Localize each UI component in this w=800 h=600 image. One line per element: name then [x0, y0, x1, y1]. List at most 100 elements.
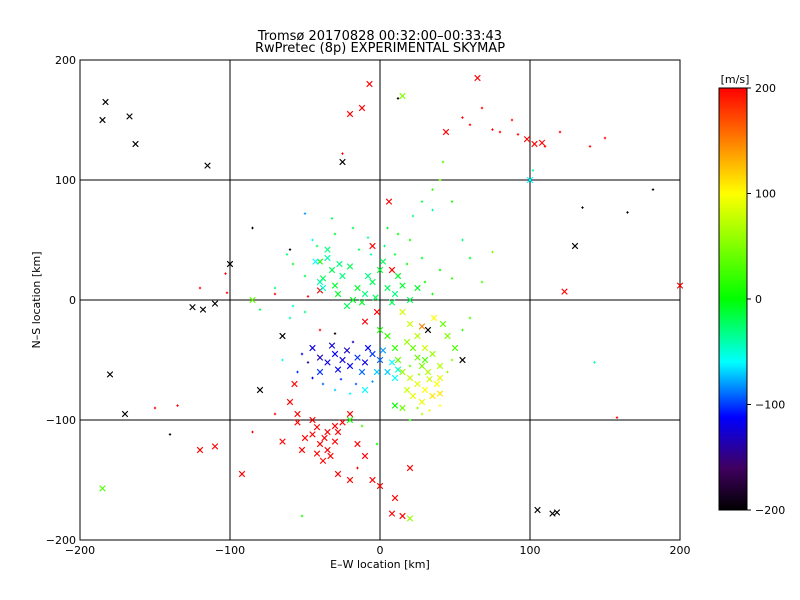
- data-point-cross: [126, 113, 133, 120]
- data-point-cross: [561, 288, 568, 295]
- y-axis-label: N–S location [km]: [30, 251, 43, 348]
- data-point-cross: [319, 284, 327, 292]
- data-point-cross: [369, 278, 376, 286]
- data-point-plus: [198, 286, 202, 290]
- data-point-cross: [538, 139, 546, 146]
- data-point-cross: [346, 410, 354, 418]
- data-point-cross: [339, 272, 346, 280]
- data-point-plus: [357, 248, 361, 251]
- data-point-cross: [436, 362, 444, 370]
- data-point-plus: [306, 295, 310, 298]
- data-point-cross: [444, 332, 451, 340]
- x-tick-label: 0: [377, 544, 384, 557]
- data-points: [99, 74, 684, 522]
- data-point-cross: [369, 476, 376, 484]
- data-point-cross: [418, 398, 426, 406]
- data-point-cross: [406, 374, 414, 382]
- data-point-cross: [369, 242, 376, 250]
- data-point-plus: [423, 280, 427, 284]
- data-point-cross: [121, 410, 129, 418]
- data-point-plus: [431, 188, 434, 191]
- data-point-cross: [334, 470, 342, 478]
- data-point-cross: [324, 359, 331, 366]
- data-point-plus: [300, 352, 304, 356]
- data-point-plus: [420, 256, 424, 260]
- data-point-cross: [403, 338, 411, 346]
- data-point-plus: [303, 212, 307, 215]
- data-point-plus: [273, 286, 277, 290]
- data-point-plus: [626, 211, 629, 214]
- data-point-plus: [416, 406, 419, 410]
- y-tick-label: −200: [46, 534, 76, 547]
- data-point-cross: [369, 350, 376, 358]
- data-point-cross: [421, 344, 429, 352]
- data-point-plus: [351, 226, 355, 230]
- data-point-cross: [424, 326, 432, 334]
- y-tick-label: 100: [55, 174, 76, 187]
- data-point-cross: [388, 299, 396, 306]
- colorbar-tick-label: −100: [755, 399, 785, 412]
- data-point-cross: [388, 510, 396, 517]
- data-point-cross: [388, 266, 396, 274]
- data-point-plus: [516, 133, 520, 136]
- data-point-cross: [196, 446, 204, 454]
- data-point-plus: [383, 244, 386, 248]
- data-point-cross: [409, 392, 417, 400]
- data-point-plus: [168, 433, 172, 436]
- data-point-plus: [356, 466, 359, 470]
- data-point-cross: [324, 246, 331, 253]
- data-point-cross: [399, 92, 406, 100]
- data-point-plus: [438, 178, 442, 182]
- data-point-cross: [316, 440, 324, 448]
- y-tick-label: −100: [46, 414, 76, 427]
- data-point-plus: [450, 200, 454, 203]
- data-point-plus: [396, 97, 400, 100]
- data-point-plus: [411, 214, 415, 218]
- data-point-cross: [361, 452, 369, 460]
- data-point-cross: [361, 386, 369, 394]
- data-point-plus: [408, 364, 412, 368]
- data-point-cross: [328, 342, 336, 349]
- data-point-cross: [474, 74, 481, 82]
- data-point-cross: [294, 419, 301, 426]
- data-point-plus: [273, 412, 277, 416]
- data-point-cross: [279, 438, 286, 445]
- data-point-plus: [300, 514, 304, 518]
- data-point-cross: [426, 376, 433, 383]
- data-point-cross: [331, 422, 339, 430]
- y-axis-ticks: −200 −100 0 100 200: [46, 54, 76, 547]
- data-point-plus: [281, 358, 284, 362]
- data-point-cross: [406, 296, 414, 304]
- data-point-plus: [315, 244, 319, 248]
- data-point-cross: [388, 359, 396, 366]
- data-point-plus: [225, 291, 229, 294]
- data-point-cross: [226, 260, 234, 268]
- data-point-plus: [303, 310, 307, 314]
- data-point-cross: [531, 140, 538, 148]
- data-point-cross: [331, 350, 339, 358]
- data-point-cross: [372, 294, 379, 301]
- data-point-cross: [313, 450, 321, 457]
- data-point-cross: [391, 402, 399, 409]
- data-point-cross: [346, 416, 354, 424]
- data-point-plus: [581, 206, 584, 209]
- data-point-cross: [376, 356, 384, 364]
- data-point-cross: [373, 308, 381, 316]
- colorbar-tick-label: 100: [755, 188, 776, 201]
- data-point-plus: [360, 424, 364, 428]
- data-point-plus: [461, 238, 464, 242]
- data-point-cross: [211, 300, 219, 307]
- data-point-plus: [303, 274, 307, 278]
- data-point-cross: [346, 110, 354, 118]
- data-point-plus: [306, 361, 310, 364]
- data-point-cross: [361, 359, 369, 366]
- data-point-cross: [406, 464, 414, 472]
- data-point-cross: [324, 254, 331, 262]
- data-point-plus: [408, 238, 412, 242]
- colorbar-tick-label: −200: [755, 504, 785, 517]
- data-point-plus: [288, 316, 292, 320]
- data-point-plus: [438, 268, 442, 272]
- data-point-cross: [349, 296, 357, 304]
- data-point-cross: [385, 198, 393, 205]
- data-point-cross: [316, 278, 324, 286]
